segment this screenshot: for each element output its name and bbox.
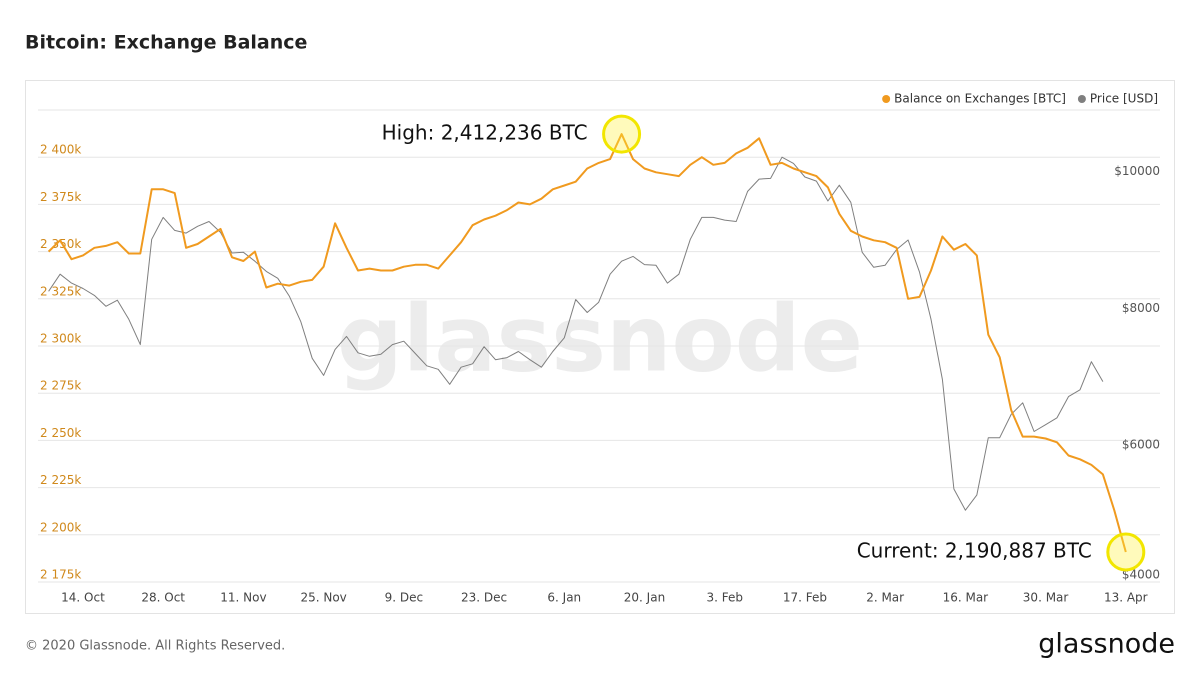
chart-title: Bitcoin: Exchange Balance: [25, 32, 307, 54]
y-tick-label: 2 325k: [40, 284, 81, 298]
highlight-circle: [1106, 532, 1146, 572]
chart-frame: [25, 80, 1175, 614]
y2-tick-label: $8000: [1122, 301, 1160, 315]
x-tick-label: 11. Nov: [220, 591, 266, 605]
x-tick-label: 6. Jan: [547, 591, 581, 605]
y-tick-label: 2 275k: [40, 379, 81, 393]
x-tick-label: 20. Jan: [624, 591, 665, 605]
x-tick-label: 25. Nov: [300, 591, 346, 605]
x-tick-label: 17. Feb: [783, 591, 827, 605]
legend-label: Price [USD]: [1090, 92, 1158, 106]
y2-tick-label: $4000: [1122, 568, 1160, 582]
x-tick-label: 3. Feb: [706, 591, 743, 605]
y-tick-label: 2 375k: [40, 190, 81, 204]
annotation: High: 2,412,236 BTC: [382, 121, 588, 145]
y2-tick-label: $10000: [1114, 164, 1160, 178]
logo: glassnode: [1038, 629, 1175, 660]
x-tick-label: 2. Mar: [866, 591, 904, 605]
annotation: Current: 2,190,887 BTC: [857, 539, 1092, 563]
x-tick-label: 13. Apr: [1104, 591, 1148, 605]
y-tick-label: 2 225k: [40, 473, 81, 487]
watermark: glassnode: [337, 285, 863, 392]
legend-label: Balance on Exchanges [BTC]: [894, 92, 1066, 106]
x-tick-label: 23. Dec: [461, 591, 507, 605]
y-tick-label: 2 350k: [40, 237, 81, 251]
y-tick-label: 2 175k: [40, 568, 81, 582]
legend-swatch: [882, 95, 891, 103]
legend-swatch: [1077, 95, 1086, 103]
y-tick-label: 2 200k: [40, 520, 81, 534]
y-tick-label: 2 300k: [40, 332, 81, 346]
footer: © 2020 Glassnode. All Rights Reserved.: [25, 639, 285, 654]
series-line: [47, 133, 1127, 553]
x-tick-label: 9. Dec: [385, 591, 423, 605]
x-tick-label: 28. Oct: [141, 591, 185, 605]
highlight-circle: [602, 114, 642, 154]
x-tick-label: 30. Mar: [1023, 591, 1069, 605]
y-tick-label: 2 250k: [40, 426, 81, 440]
y2-tick-label: $6000: [1122, 438, 1160, 452]
x-tick-label: 14. Oct: [61, 591, 105, 605]
y-tick-label: 2 400k: [40, 143, 81, 157]
x-tick-label: 16. Mar: [943, 591, 989, 605]
